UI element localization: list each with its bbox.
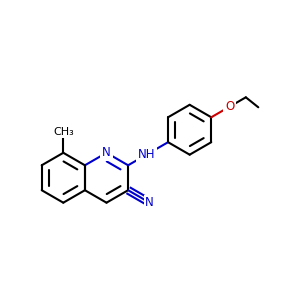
Text: O: O	[225, 100, 234, 113]
Text: N: N	[145, 196, 154, 209]
Text: NH: NH	[138, 148, 155, 161]
Text: N: N	[102, 146, 111, 159]
Text: CH₃: CH₃	[53, 127, 74, 136]
